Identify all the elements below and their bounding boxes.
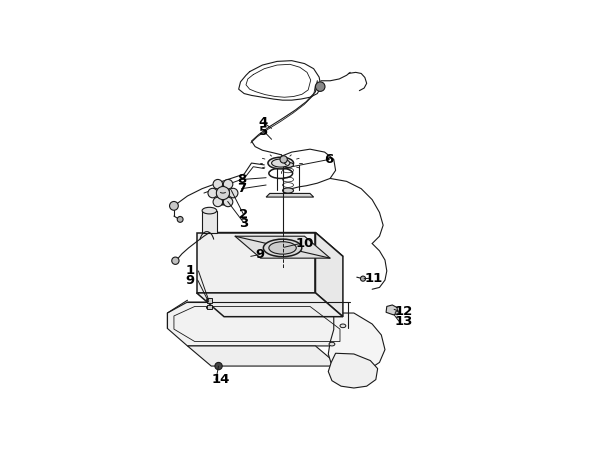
- Ellipse shape: [219, 200, 227, 204]
- Circle shape: [208, 188, 217, 198]
- Circle shape: [213, 197, 223, 207]
- Ellipse shape: [268, 157, 294, 169]
- Polygon shape: [196, 293, 343, 317]
- Ellipse shape: [340, 324, 346, 328]
- Polygon shape: [207, 305, 212, 309]
- Circle shape: [315, 82, 325, 91]
- Circle shape: [217, 187, 230, 200]
- Text: 4: 4: [259, 116, 268, 129]
- Ellipse shape: [217, 200, 229, 205]
- Circle shape: [395, 311, 399, 315]
- Text: 11: 11: [365, 272, 383, 285]
- Polygon shape: [315, 233, 343, 317]
- Polygon shape: [187, 346, 339, 366]
- Text: 13: 13: [394, 314, 412, 328]
- Text: 14: 14: [211, 373, 230, 386]
- Ellipse shape: [283, 162, 294, 168]
- Text: 9: 9: [185, 274, 195, 286]
- Text: 8: 8: [237, 173, 246, 186]
- Polygon shape: [328, 313, 385, 371]
- Ellipse shape: [263, 239, 302, 256]
- Circle shape: [228, 188, 238, 198]
- Text: 12: 12: [394, 304, 412, 318]
- Polygon shape: [207, 298, 212, 303]
- Text: 10: 10: [296, 237, 314, 250]
- Text: 2: 2: [239, 208, 248, 221]
- Circle shape: [170, 201, 178, 210]
- Circle shape: [177, 217, 183, 222]
- Circle shape: [213, 180, 223, 189]
- Text: 6: 6: [324, 153, 334, 166]
- Polygon shape: [196, 233, 315, 293]
- Ellipse shape: [272, 159, 290, 167]
- Circle shape: [223, 180, 233, 189]
- Circle shape: [223, 197, 233, 207]
- Polygon shape: [235, 236, 330, 258]
- Circle shape: [360, 276, 365, 281]
- Text: 7: 7: [237, 182, 246, 195]
- Polygon shape: [386, 305, 398, 315]
- Circle shape: [280, 156, 287, 163]
- Ellipse shape: [206, 306, 212, 309]
- Circle shape: [172, 257, 179, 265]
- Text: 1: 1: [185, 265, 195, 277]
- Ellipse shape: [329, 342, 335, 346]
- Polygon shape: [202, 210, 217, 233]
- Polygon shape: [266, 193, 313, 197]
- Text: 3: 3: [239, 217, 248, 230]
- Polygon shape: [167, 302, 348, 346]
- Ellipse shape: [269, 242, 296, 254]
- Ellipse shape: [283, 188, 294, 193]
- Text: 9: 9: [255, 248, 264, 261]
- Circle shape: [215, 362, 222, 370]
- Ellipse shape: [206, 298, 212, 302]
- Polygon shape: [328, 353, 378, 388]
- Ellipse shape: [202, 207, 217, 214]
- Text: 5: 5: [259, 125, 268, 139]
- Polygon shape: [217, 233, 343, 256]
